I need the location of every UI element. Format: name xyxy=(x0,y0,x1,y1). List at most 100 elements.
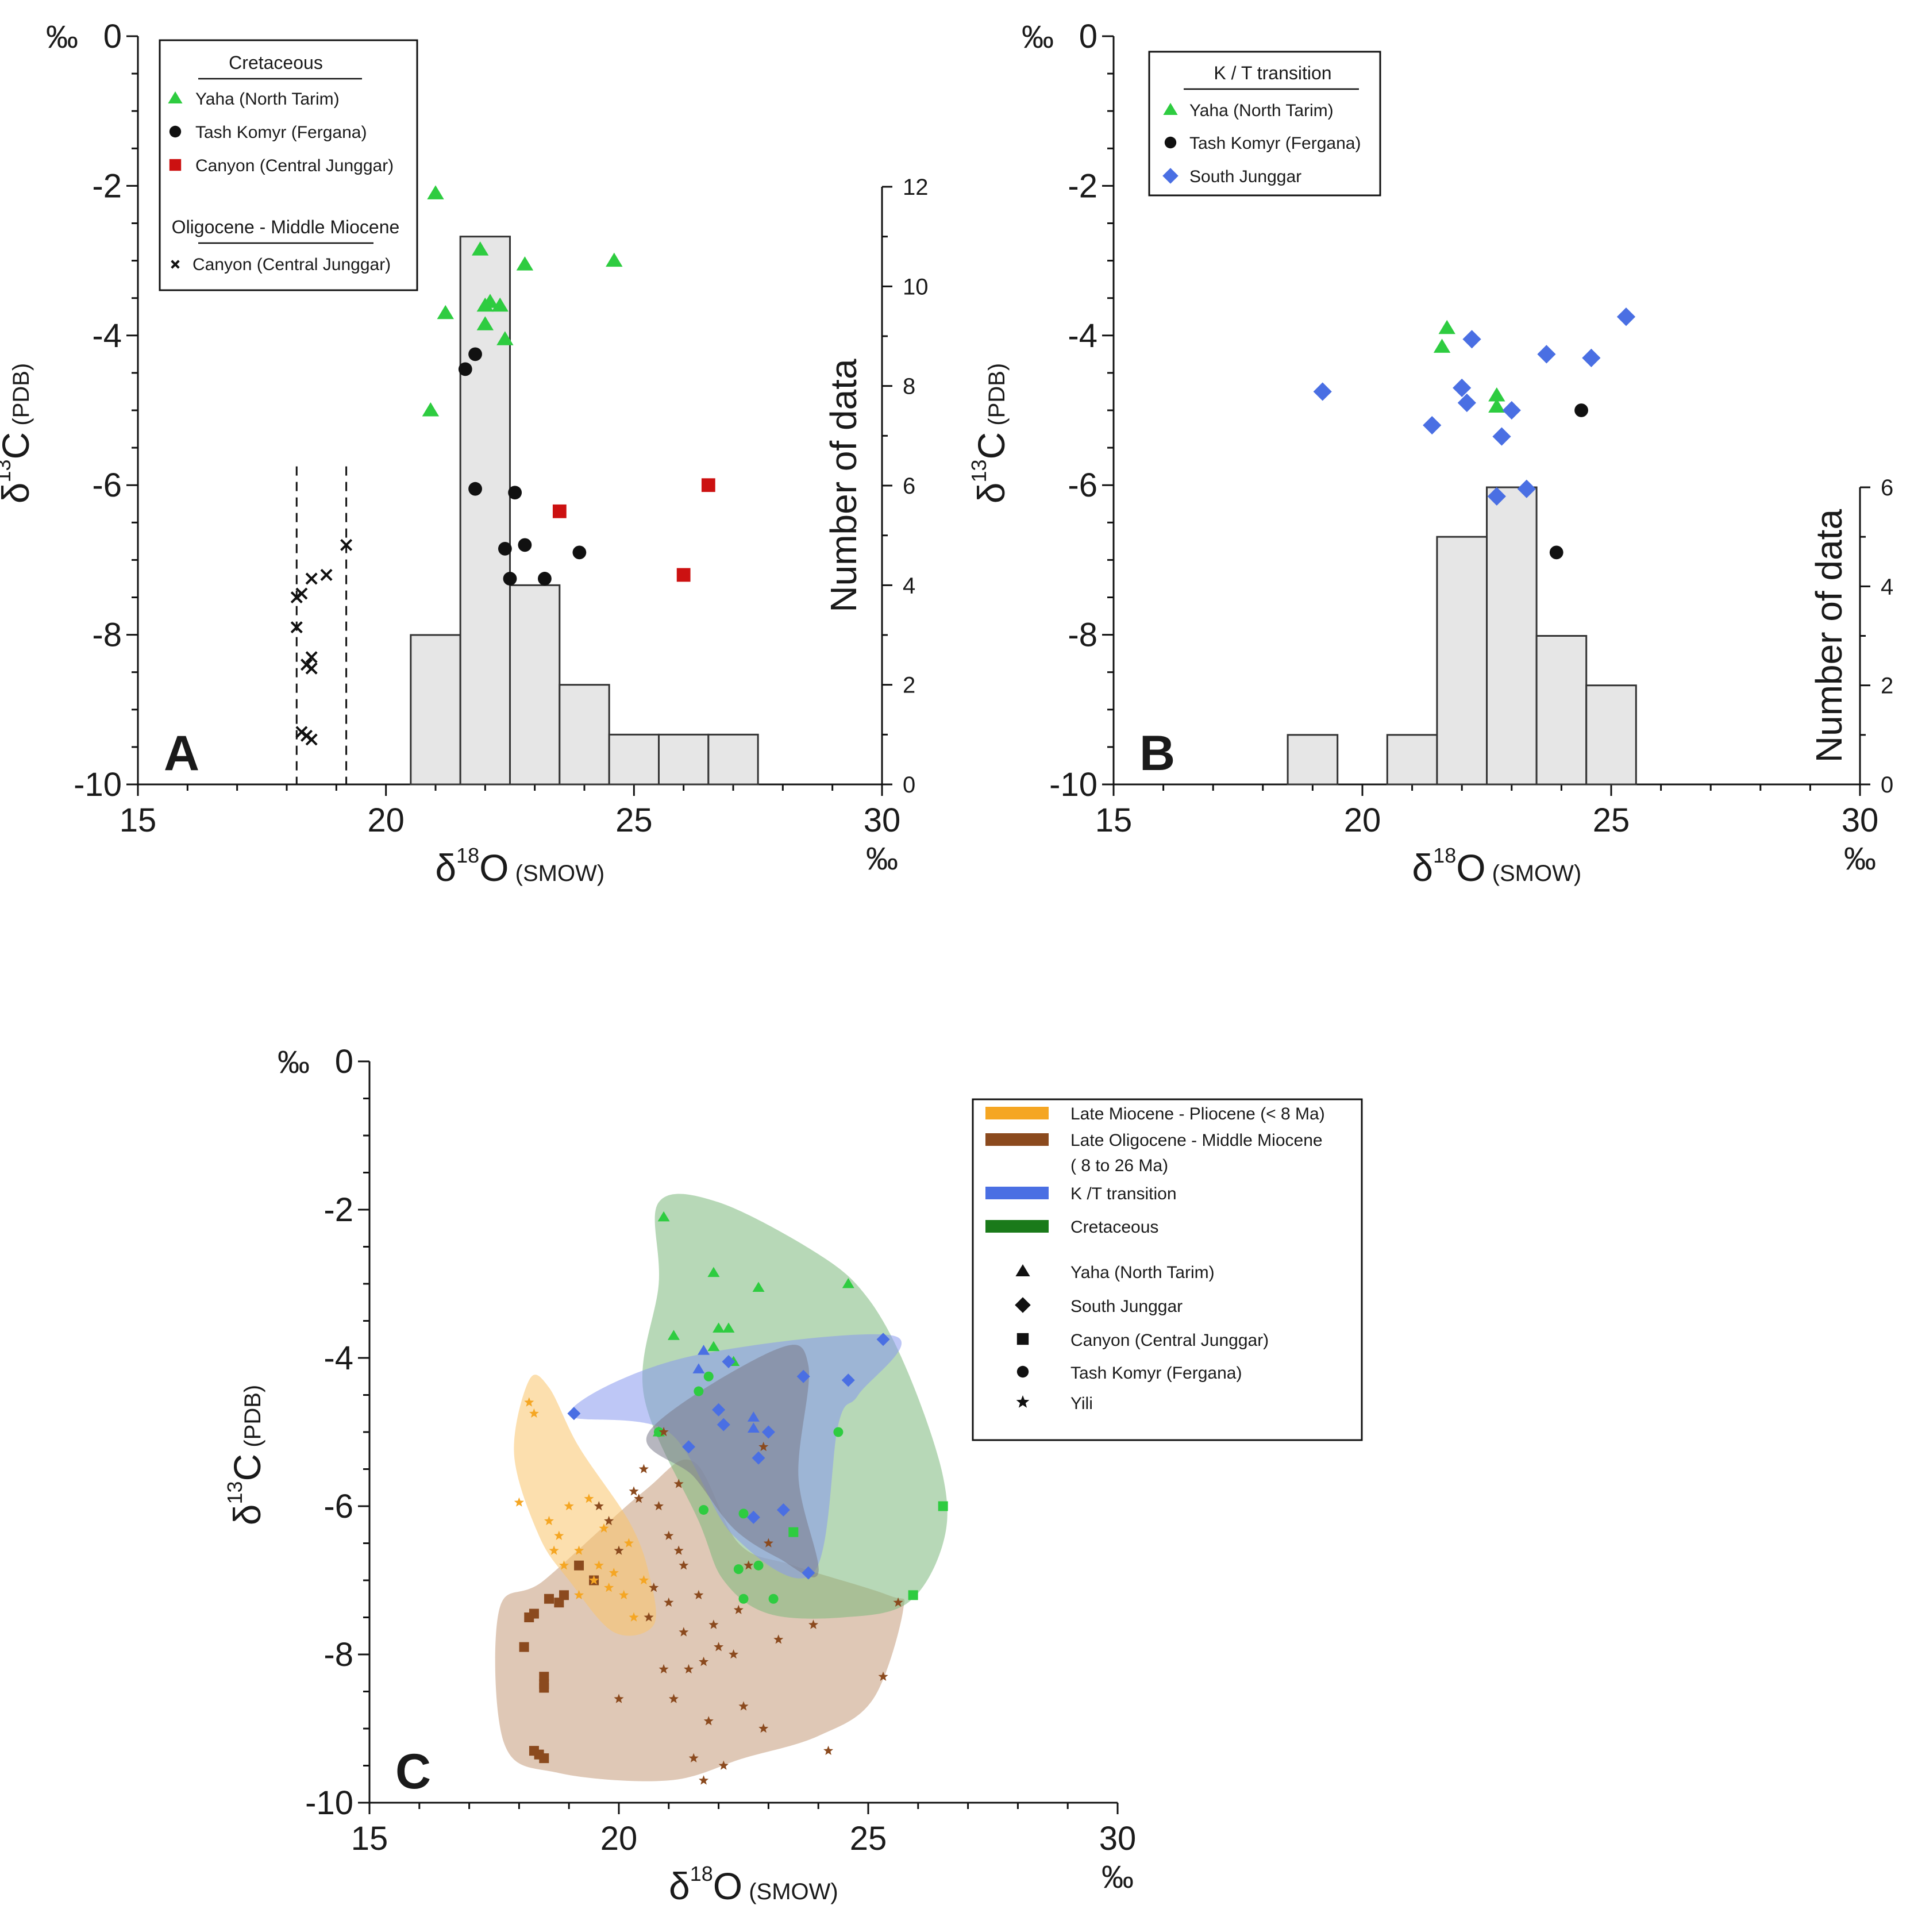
hist-tick-label: 0 xyxy=(1881,772,1893,798)
legend-marker xyxy=(1015,1297,1031,1313)
data-point xyxy=(524,1612,534,1622)
legend-label: Canyon (Central Junggar) xyxy=(1070,1331,1269,1350)
x-tick-label: 30 xyxy=(1099,1820,1137,1857)
histogram-bar xyxy=(1585,684,1637,786)
x-label-o: O xyxy=(479,846,509,889)
hist-tick-label: 10 xyxy=(903,274,929,299)
legend-label: Canyon (Central Junggar) xyxy=(195,156,394,175)
data-point xyxy=(722,1322,735,1333)
data-point xyxy=(707,1341,720,1352)
legend-label: Yaha (North Tarim) xyxy=(1189,101,1334,120)
legend-title: Oligocene - Middle Miocene xyxy=(172,217,400,237)
legend-label: Tash Komyr (Fergana) xyxy=(1189,134,1361,153)
data-point xyxy=(574,1545,584,1555)
data-point xyxy=(514,1497,524,1507)
legend-label: ( 8 to 26 Ma) xyxy=(1070,1156,1168,1175)
data-point xyxy=(747,1422,760,1433)
legend-marker xyxy=(169,159,182,171)
data-point xyxy=(524,1397,534,1407)
x-tick-label: 15 xyxy=(351,1820,388,1857)
legend-title: K / T transition xyxy=(1214,63,1331,83)
legend-marker xyxy=(1016,1365,1029,1378)
y-tick-label: -8 xyxy=(92,617,122,654)
data-point xyxy=(482,294,499,308)
data-point xyxy=(761,1425,775,1439)
legend-label: Cretaceous xyxy=(1070,1218,1158,1237)
legend-label: K /T transition xyxy=(1070,1184,1177,1203)
x-label-sup: 18 xyxy=(456,844,479,867)
legend-marker xyxy=(1163,103,1178,115)
legend-swatch xyxy=(985,1187,1049,1199)
legend-label: Yaha (North Tarim) xyxy=(195,90,340,109)
y-tick-label: -4 xyxy=(92,317,122,355)
data-point xyxy=(468,347,482,361)
histogram-bar xyxy=(1287,734,1339,786)
legend-label: Late Oligocene - Middle Miocene xyxy=(1070,1131,1323,1150)
data-point xyxy=(1517,479,1536,498)
data-point xyxy=(544,1594,554,1604)
histogram-bar xyxy=(1486,486,1538,786)
legend-label: Canyon (Central Junggar) xyxy=(192,255,391,274)
legend: Cretaceous Yaha (North Tarim) Tash Komyr (… xyxy=(159,39,418,291)
y-tick-label: -4 xyxy=(324,1340,353,1377)
data-point xyxy=(752,1451,765,1465)
data-point xyxy=(802,1566,815,1580)
y-label-c: C xyxy=(970,432,1012,460)
data-point xyxy=(738,1701,749,1711)
data-point xyxy=(516,256,534,271)
data-point xyxy=(738,1594,749,1604)
data-point xyxy=(1488,387,1505,402)
hist-tick-label: 4 xyxy=(1881,574,1893,599)
data-point xyxy=(589,1575,599,1585)
data-point xyxy=(682,1440,696,1454)
data-point xyxy=(733,1564,744,1575)
data-point xyxy=(552,504,567,518)
hist-tick-label: 2 xyxy=(1881,673,1893,699)
hist-tick-label: 2 xyxy=(903,673,915,698)
x-tick-label: 20 xyxy=(600,1820,638,1857)
data-point xyxy=(594,1560,604,1570)
y-label-sup: 13 xyxy=(223,1481,247,1504)
data-point xyxy=(688,1753,699,1762)
data-point xyxy=(503,572,517,586)
data-point xyxy=(1502,401,1521,420)
data-point xyxy=(496,331,514,345)
data-point xyxy=(893,1597,903,1607)
x-label-unit: (SMOW) xyxy=(742,1879,838,1904)
x-label-sup: 18 xyxy=(690,1862,713,1885)
data-point xyxy=(703,1716,714,1726)
data-point xyxy=(668,1694,679,1703)
data-point xyxy=(609,1568,619,1577)
data-point xyxy=(604,1515,614,1526)
data-point xyxy=(472,241,489,256)
panel-letter: C xyxy=(395,1744,431,1799)
data-point xyxy=(468,482,482,496)
data-point xyxy=(1549,545,1563,560)
y-tick-label: -10 xyxy=(305,1784,353,1822)
data-point xyxy=(712,1403,726,1417)
data-point xyxy=(878,1671,888,1681)
histogram-bar xyxy=(410,634,461,786)
data-point xyxy=(768,1594,779,1604)
x-tick-label: 15 xyxy=(1095,802,1133,839)
data-point xyxy=(644,1612,654,1622)
legend-label: Yaha (North Tarim) xyxy=(1070,1263,1215,1282)
data-point xyxy=(638,1464,649,1473)
data-point xyxy=(746,1510,760,1524)
data-point xyxy=(692,1363,705,1373)
panel-letter: A xyxy=(164,726,199,781)
data-point xyxy=(752,1281,765,1292)
hist-tick-label: 0 xyxy=(903,772,915,798)
y-unit-permil: ‰ xyxy=(46,18,78,55)
data-point xyxy=(653,1501,664,1511)
data-point xyxy=(796,1369,810,1383)
legend-label: South Junggar xyxy=(1070,1297,1183,1316)
data-point xyxy=(1457,393,1476,413)
y-label-delta: δ xyxy=(226,1504,268,1525)
data-point xyxy=(673,1479,684,1488)
x-label-delta: δ xyxy=(435,846,456,889)
data-point xyxy=(699,1504,709,1515)
